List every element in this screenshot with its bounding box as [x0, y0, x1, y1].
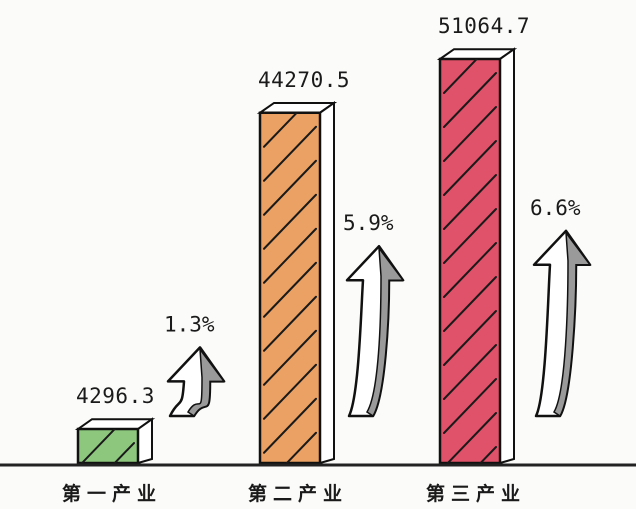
hatch-line: [443, 276, 497, 332]
category-label: 第三产业: [426, 482, 526, 505]
hatch-line: [263, 159, 317, 216]
growth-arrow-icon: [345, 244, 405, 418]
value-label: 4296.3: [76, 384, 155, 408]
value-label: 44270.5: [258, 68, 350, 92]
hatch-line: [263, 227, 317, 284]
hatch-line: [263, 329, 317, 386]
hatch-line: [443, 378, 497, 434]
bar-side-face: [319, 101, 335, 465]
bar-group-2: [256, 101, 338, 465]
arrow-shade: [365, 245, 405, 418]
growth-label: 1.3%: [164, 312, 215, 336]
bar-hatch: [443, 59, 497, 463]
hatch-line: [263, 193, 317, 250]
growth-arrow-icon: [166, 346, 226, 418]
hatch-line: [263, 363, 317, 420]
hatch-line: [263, 295, 317, 352]
hatch-line: [443, 310, 497, 366]
hatch-line: [443, 140, 497, 196]
arrow-shade: [186, 346, 226, 418]
hatch-line: [479, 446, 497, 463]
growth-label: 5.9%: [343, 211, 394, 235]
category-label: 第一产业: [62, 482, 162, 505]
hatch-line: [443, 174, 497, 230]
hatch-line: [285, 431, 317, 463]
arrow-shade: [552, 230, 592, 418]
hatch-line: [443, 72, 497, 128]
hatch-line: [446, 412, 497, 463]
hatch-line: [443, 106, 497, 162]
hatch-line: [263, 125, 317, 182]
category-label: 第二产业: [248, 482, 348, 505]
hatch-line: [443, 208, 497, 264]
growth-arrow-icon: [532, 229, 592, 418]
bar-hatch: [263, 112, 317, 463]
bar-tertiary-industry: [438, 57, 502, 465]
hatch-line: [443, 344, 497, 400]
bar-hatch: [81, 429, 135, 463]
hatch-line: [443, 59, 479, 94]
hatch-line: [81, 429, 117, 463]
value-label: 51064.7: [438, 14, 530, 38]
hatch-line: [263, 397, 317, 454]
hatch-line: [443, 242, 497, 298]
hatch-line: [263, 112, 299, 148]
bar-side-face: [499, 47, 515, 465]
bar-group-3: [436, 47, 518, 465]
hatch-line: [263, 261, 317, 318]
growth-label: 6.6%: [530, 196, 581, 220]
hatch-line: [113, 442, 135, 463]
bar-group-1: [74, 417, 156, 465]
